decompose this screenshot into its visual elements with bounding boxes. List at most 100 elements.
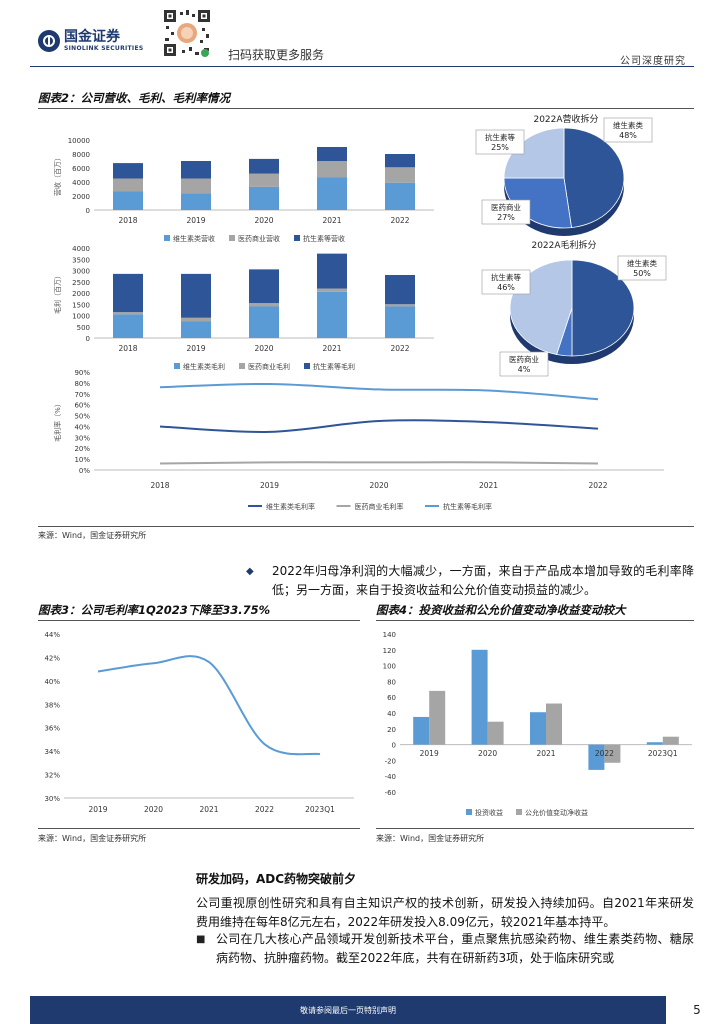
- x-tick-label: 2018: [118, 216, 137, 225]
- x-tick-label: 2020: [478, 749, 497, 758]
- fig3-title: 图表3：公司毛利率1Q2023下降至33.75%: [38, 603, 271, 617]
- bullet-paragraph: 2022年归母净利润的大幅减少，一方面，来自于产品成本增加导致的毛利率降低；另一…: [272, 564, 694, 597]
- fig3-bottom-rule: [38, 828, 360, 829]
- revenue-bar-chart: 0 2000 4000 6000 8000 10000 2018 2019 2020 2021 20…: [53, 137, 434, 243]
- pie-slice-name: 医药商业: [491, 202, 521, 212]
- y-tick-label: 100: [383, 663, 396, 671]
- bar-segment: [181, 321, 211, 338]
- y-tick-label: 120: [383, 647, 396, 655]
- pie-label-box: [481, 269, 531, 295]
- fig3-source: 来源：Wind，国金证券研究所: [38, 834, 147, 843]
- y-tick-label: 30%: [74, 434, 90, 442]
- y-tick-label: 70%: [74, 391, 90, 399]
- pie-slice-name: 抗生素等: [491, 272, 521, 282]
- bar-segment: [385, 306, 415, 338]
- y-tick-label: 500: [77, 324, 90, 332]
- series-line: [159, 382, 599, 401]
- page-number: 5: [693, 1003, 701, 1017]
- y-tick-label: 2000: [72, 290, 90, 298]
- x-tick-label: 2018: [118, 344, 137, 353]
- pie-slice-value: 48%: [619, 131, 637, 140]
- bar-segment: [317, 291, 347, 338]
- legend-swatch: [239, 363, 245, 369]
- legend-swatch: [304, 363, 310, 369]
- bar-segment: [113, 314, 143, 338]
- x-tick-label: 2019: [186, 344, 205, 353]
- brand-name-cn: 国金证券: [64, 29, 120, 45]
- y-tick-label: -40: [385, 773, 396, 781]
- header-divider: [30, 66, 694, 67]
- bar-segment: [113, 163, 143, 179]
- footer-bar: 敬请参阅最后一页特别声明: [30, 996, 666, 1024]
- x-tick-label: 2019: [186, 216, 205, 225]
- brand-name-en: SINOLINK SECURITIES: [64, 45, 144, 52]
- bar: [530, 712, 546, 745]
- pie-slice: [563, 127, 625, 229]
- bar-segment: [249, 186, 279, 210]
- bar-segment: [385, 304, 415, 307]
- brand-logo: 国金证券 SINOLINK SECURITIES: [38, 30, 143, 52]
- legend-swatch: [164, 235, 170, 241]
- y-tick-label: 60%: [74, 402, 90, 410]
- fig2-source: 来源：Wind，国金证券研究所: [38, 531, 147, 540]
- bar: [471, 649, 488, 745]
- doc-type-label: 公司深度研究: [620, 56, 686, 67]
- qr-caption: 扫码获取更多服务: [228, 48, 325, 62]
- y-tick-label: 10%: [74, 456, 90, 464]
- bar: [429, 690, 446, 745]
- legend-label: 医药商业营收: [238, 234, 280, 243]
- legend-label: 医药商业毛利率: [355, 502, 404, 511]
- bar-segment: [181, 178, 211, 194]
- x-tick-label: 2018: [150, 481, 169, 490]
- pie-slice-value: 27%: [497, 213, 515, 222]
- x-tick-label: 2022: [588, 481, 607, 490]
- fig2-bottom-rule: [38, 526, 694, 527]
- bar-segment: [317, 288, 347, 292]
- x-tick-label: 2022: [390, 216, 409, 225]
- y-axis-label: 毛利（百万）: [53, 272, 62, 314]
- y-tick-label: 6000: [72, 165, 90, 173]
- margin-line-chart: 0% 10% 20% 30% 40% 50% 60% 70% 80% 90% 2018 2019 202…: [53, 369, 664, 511]
- x-tick-label: 2023Q1: [305, 805, 335, 814]
- pie-title: 2022A营收拆分: [533, 113, 598, 125]
- pie-slice-value: 46%: [497, 283, 515, 292]
- y-tick-label: 140: [383, 631, 396, 639]
- y-tick-label: 4000: [72, 179, 90, 187]
- fig2-top-rule: [38, 108, 694, 109]
- y-tick-label: 2500: [72, 279, 90, 287]
- y-tick-label: 4000: [72, 245, 90, 253]
- y-tick-label: 60: [387, 694, 396, 702]
- y-tick-label: 50%: [74, 413, 90, 421]
- footer-disclaimer: 敬请参阅最后一页特别声明: [300, 1005, 396, 1015]
- x-tick-label: 2022: [255, 805, 274, 814]
- section-heading: 研发加码，ADC药物突破前夕: [196, 872, 357, 886]
- y-tick-label: 90%: [74, 369, 90, 377]
- fig4-bottom-rule: [376, 828, 694, 829]
- qr-code-icon[interactable]: [162, 8, 212, 58]
- y-tick-label: 0: [86, 207, 90, 215]
- bar: [546, 703, 562, 745]
- y-tick-label: 40%: [74, 423, 90, 431]
- pie-slice-value: 4%: [518, 365, 531, 374]
- pie-label-box: [617, 255, 667, 281]
- y-tick-label: 2000: [72, 193, 90, 201]
- x-tick-label: 2020: [144, 805, 163, 814]
- pie-slice-name: 维生素类: [627, 258, 657, 268]
- bar-segment: [113, 178, 143, 192]
- bar-segment: [249, 173, 279, 187]
- y-tick-label: 36%: [44, 725, 60, 733]
- y-tick-label: 80%: [74, 380, 90, 388]
- legend-swatch: [466, 809, 472, 815]
- bar-segment: [249, 158, 279, 174]
- bar-segment: [385, 154, 415, 168]
- gross-profit-bar-chart: 0 500 1000 1500 2000 2500 3000 3500 4000 2018 2019…: [53, 245, 434, 371]
- series-line: [159, 461, 599, 465]
- y-tick-label: 0%: [79, 467, 90, 475]
- x-tick-label: 2020: [369, 481, 388, 490]
- y-tick-label: 30%: [44, 795, 60, 803]
- fig2-title: 图表2：公司营收、毛利、毛利率情况: [38, 91, 230, 105]
- pie-slice-value: 50%: [633, 269, 651, 278]
- legend-swatch: [229, 235, 235, 241]
